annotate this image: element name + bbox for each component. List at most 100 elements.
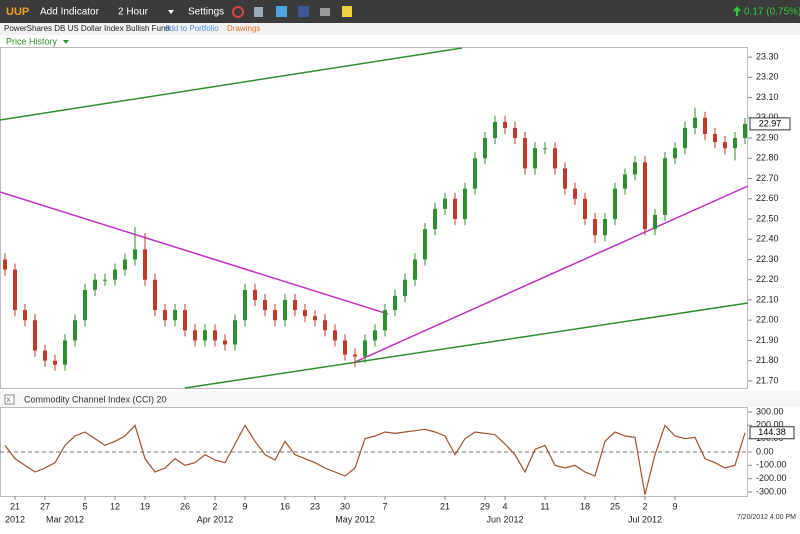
candle-body — [663, 158, 667, 215]
candle-body — [113, 269, 117, 280]
trendline — [0, 191, 389, 315]
note-icon[interactable] — [342, 6, 352, 17]
candle-body — [573, 188, 577, 199]
x-tick-label: 23 — [310, 501, 320, 511]
x-tick-label: 11 — [540, 501, 549, 511]
x-tick-label: 4 — [502, 501, 507, 511]
print-icon[interactable] — [320, 8, 330, 16]
y-tick-label: 22.80 — [756, 153, 779, 163]
candle-body — [583, 198, 587, 220]
candle-body — [493, 121, 497, 139]
toolbar — [0, 0, 800, 23]
y-tick-label: 22.20 — [756, 274, 779, 284]
candle-body — [213, 330, 217, 341]
candle-body — [743, 123, 747, 139]
candle-body — [513, 127, 517, 139]
candle-body — [323, 320, 327, 331]
alarm-icon[interactable] — [232, 6, 244, 18]
candle-body — [353, 354, 357, 357]
y-tick-label: -200.00 — [756, 473, 787, 483]
candle-body — [263, 299, 267, 311]
candle-body — [453, 198, 457, 220]
x-tick-label: 25 — [610, 501, 620, 511]
candle-body — [13, 269, 17, 311]
candle-body — [543, 148, 547, 150]
y-tick-label: -300.00 — [756, 486, 787, 496]
y-tick-label: 22.00 — [756, 315, 779, 325]
y-tick-label: 21.80 — [756, 355, 779, 365]
candle-body — [33, 320, 37, 351]
candle-body — [673, 148, 677, 159]
candle-body — [153, 279, 157, 311]
candle-body — [553, 148, 557, 169]
candle-body — [393, 295, 397, 311]
doc-icon[interactable] — [254, 7, 263, 17]
candle-body — [603, 219, 607, 236]
add-portfolio[interactable]: Add to Portfolio — [164, 24, 219, 33]
month-label: Apr 2012 — [197, 514, 234, 524]
candle-body — [73, 320, 77, 341]
y-tick-label: 23.30 — [756, 51, 779, 61]
candle-body — [463, 188, 467, 220]
y-tick-label: 22.10 — [756, 294, 779, 304]
candle-body — [123, 259, 127, 270]
x-tick-label: 9 — [672, 501, 677, 511]
month-label: May 2012 — [335, 514, 375, 524]
y-tick-label: 23.10 — [756, 92, 779, 102]
cci-title: Commodity Channel Index (CCI) 20 — [24, 394, 167, 404]
twitter-icon[interactable] — [276, 6, 287, 17]
trendline — [0, 47, 463, 121]
x-tick-label: 19 — [140, 501, 150, 511]
candle-body — [473, 158, 477, 189]
candle-body — [83, 289, 87, 321]
y-tick-label: 22.30 — [756, 254, 779, 264]
candle-body — [63, 340, 67, 365]
candle-body — [283, 299, 287, 321]
x-tick-label: 26 — [180, 501, 190, 511]
candle-body — [333, 330, 337, 341]
y-tick-label: 22.50 — [756, 213, 779, 223]
panel-title[interactable]: Price History — [6, 36, 58, 46]
facebook-icon[interactable] — [298, 6, 309, 17]
close-button[interactable] — [4, 394, 15, 405]
close-x[interactable]: x — [7, 395, 11, 404]
x-tick-label: 21 — [10, 501, 20, 511]
settings[interactable]: Settings — [188, 7, 224, 18]
candle-body — [163, 310, 167, 321]
y-tick-label: 22.60 — [756, 193, 779, 203]
candle-body — [413, 259, 417, 280]
cci-group — [4, 424, 746, 495]
symbol[interactable]: UUP — [6, 6, 29, 18]
candle-body — [563, 168, 567, 189]
candle-body — [253, 289, 257, 300]
x-tick-label: 12 — [110, 501, 120, 511]
cci-line — [4, 424, 746, 495]
candle-body — [483, 138, 487, 159]
candle-body — [23, 310, 27, 321]
candle-body — [293, 299, 297, 311]
month-label: Jun 2012 — [486, 514, 523, 524]
candle-body — [203, 330, 207, 341]
month-label: Mar 2012 — [46, 514, 84, 524]
add-indicator[interactable]: Add Indicator — [40, 7, 100, 18]
candle-body — [433, 208, 437, 230]
x-tick-label: 7 — [382, 501, 387, 511]
month-label: Jul 2012 — [628, 514, 662, 524]
y-tick-label: -100.00 — [756, 460, 787, 470]
trendline — [354, 185, 749, 363]
y-tick-label: 21.70 — [756, 375, 779, 385]
candle-body — [183, 310, 187, 331]
interval[interactable]: 2 Hour — [118, 7, 149, 18]
candle-body — [403, 279, 407, 296]
candle-body — [173, 310, 177, 321]
x-tick-label: 27 — [40, 501, 50, 511]
cci-header — [0, 391, 800, 407]
drawings[interactable]: Drawings — [227, 24, 260, 33]
candle-body — [53, 360, 57, 365]
trendline — [184, 302, 749, 389]
candle-body — [533, 148, 537, 169]
y-tick-label: 300.00 — [756, 406, 784, 416]
candle-body — [3, 259, 7, 270]
last-cci-box — [749, 426, 795, 440]
y-tick-label: 0.00 — [756, 446, 774, 456]
